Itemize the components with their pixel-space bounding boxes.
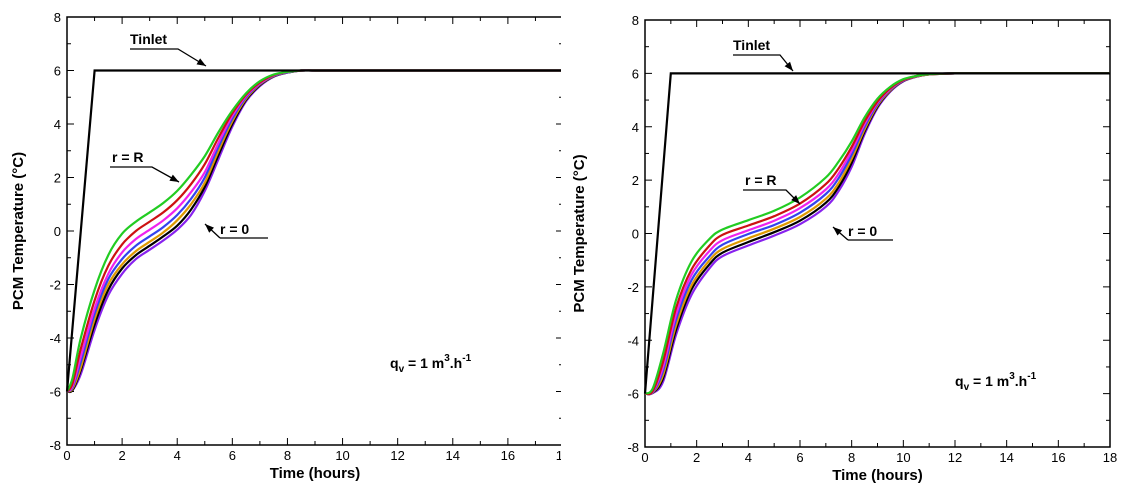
inlet-callout-arrowhead — [784, 61, 793, 71]
x-tick-label: 6 — [229, 448, 236, 463]
x-axis-title: Time (hours) — [832, 467, 923, 484]
flow-rate-label: qv = 1 m3.h-1 — [390, 353, 472, 375]
flow-rate-part-3: 3 — [444, 353, 450, 364]
flow-rate-part-4: .h — [1015, 373, 1027, 389]
outer-radius-callout-arrowhead — [791, 195, 800, 204]
inlet-callout-arrowhead — [196, 58, 206, 66]
flow-rate-label: qv = 1 m3.h-1 — [955, 371, 1037, 393]
y-tick-label: -6 — [627, 387, 639, 402]
x-tick-label: 8 — [848, 450, 855, 465]
y-tick-label: 0 — [632, 227, 639, 242]
flow-rate-part-2: = 1 m — [404, 355, 444, 371]
chart-panel-right: 0 2 4 6 8 10 12 14 16 18 -8 -6 -4 -2 0 2 4 6 8 Time (hours)… — [561, 0, 1122, 488]
outer-radius-callout-label: r = R — [745, 172, 777, 188]
y-axis-title: PCM Temperature (°C) — [10, 152, 27, 310]
center-radius-callout-label: r = 0 — [848, 223, 877, 239]
inlet-callout-leader — [130, 48, 207, 67]
series-line-3 — [67, 69, 563, 393]
center-radius-callout-arrowhead — [833, 227, 843, 236]
center-radius-callout-arrowhead — [205, 224, 214, 233]
center-radius-callout-label: r = 0 — [220, 221, 249, 237]
y-axis-title: PCM Temperature (°C) — [571, 154, 588, 312]
series-line-5 — [67, 69, 563, 394]
x-tick-label: 4 — [745, 450, 752, 465]
series-line-1 — [67, 69, 563, 393]
flow-rate-part-5: -1 — [1027, 371, 1036, 382]
series-line-6 — [67, 69, 563, 393]
x-tick-label: 8 — [284, 448, 291, 463]
x-tick-label: 16 — [501, 448, 515, 463]
y-tick-label: 6 — [632, 66, 639, 81]
y-tick-label: 6 — [54, 64, 61, 79]
series-line-4 — [67, 69, 563, 393]
series-line-0 — [67, 69, 563, 392]
x-tick-label: 18 — [1103, 450, 1117, 465]
x-tick-label: 10 — [896, 450, 910, 465]
chart-right: 0 2 4 6 8 10 12 14 16 18 -8 -6 -4 -2 0 2 4 6 8 Time (hours)… — [571, 13, 1117, 484]
flow-rate-part-1: v — [399, 364, 405, 375]
x-tick-label: 0 — [63, 448, 70, 463]
y-tick-label: 4 — [632, 120, 639, 135]
outer-radius-callout-leader — [110, 166, 180, 183]
y-tick-label: -2 — [627, 280, 639, 295]
inlet-callout-label: Tinlet — [130, 31, 167, 47]
inlet-line — [643, 72, 1110, 394]
inlet-callout-label: Tinlet — [733, 37, 770, 53]
x-tick-label: 2 — [693, 450, 700, 465]
y-tick-label: -2 — [49, 278, 61, 293]
outer-radius-callout-arrowhead — [169, 174, 179, 182]
x-tick-label: 14 — [999, 450, 1013, 465]
y-tick-label: -6 — [49, 385, 61, 400]
y-tick-label: 2 — [54, 171, 61, 186]
y-tick-label: 4 — [54, 117, 61, 132]
y-tick-label: -4 — [627, 333, 639, 348]
flow-rate-part-1: v — [964, 382, 970, 393]
y-tick-label: 8 — [632, 13, 639, 28]
y-tick-label: -8 — [49, 438, 61, 453]
x-tick-label: 12 — [948, 450, 962, 465]
inlet-line — [65, 69, 563, 392]
flow-rate-part-0: q — [955, 373, 964, 389]
y-tick-label: 0 — [54, 224, 61, 239]
flow-rate-part-0: q — [390, 355, 399, 371]
outer-radius-callout-label: r = R — [112, 149, 144, 165]
flow-rate-part-4: .h — [450, 355, 462, 371]
x-tick-label: 14 — [446, 448, 460, 463]
x-tick-label: 6 — [796, 450, 803, 465]
plot-frame — [66, 16, 564, 446]
x-axis-title: Time (hours) — [270, 465, 361, 482]
y-tick-label: 8 — [54, 10, 61, 25]
y-tick-label: -8 — [627, 440, 639, 455]
y-tick-label: -4 — [49, 331, 61, 346]
series-line-2 — [67, 69, 563, 393]
x-tick-label: 10 — [335, 448, 349, 463]
y-tick-label: 2 — [632, 173, 639, 188]
flow-rate-part-2: = 1 m — [969, 373, 1009, 389]
x-tick-label: 16 — [1051, 450, 1065, 465]
flow-rate-part-3: 3 — [1009, 371, 1015, 382]
flow-rate-part-5: -1 — [462, 353, 471, 364]
series-line-0 — [645, 72, 1110, 395]
inlet-callout-leader — [733, 54, 794, 72]
x-tick-label: 2 — [118, 448, 125, 463]
x-tick-label: 0 — [641, 450, 648, 465]
x-tick-label: 4 — [174, 448, 181, 463]
x-tick-label: 12 — [390, 448, 404, 463]
